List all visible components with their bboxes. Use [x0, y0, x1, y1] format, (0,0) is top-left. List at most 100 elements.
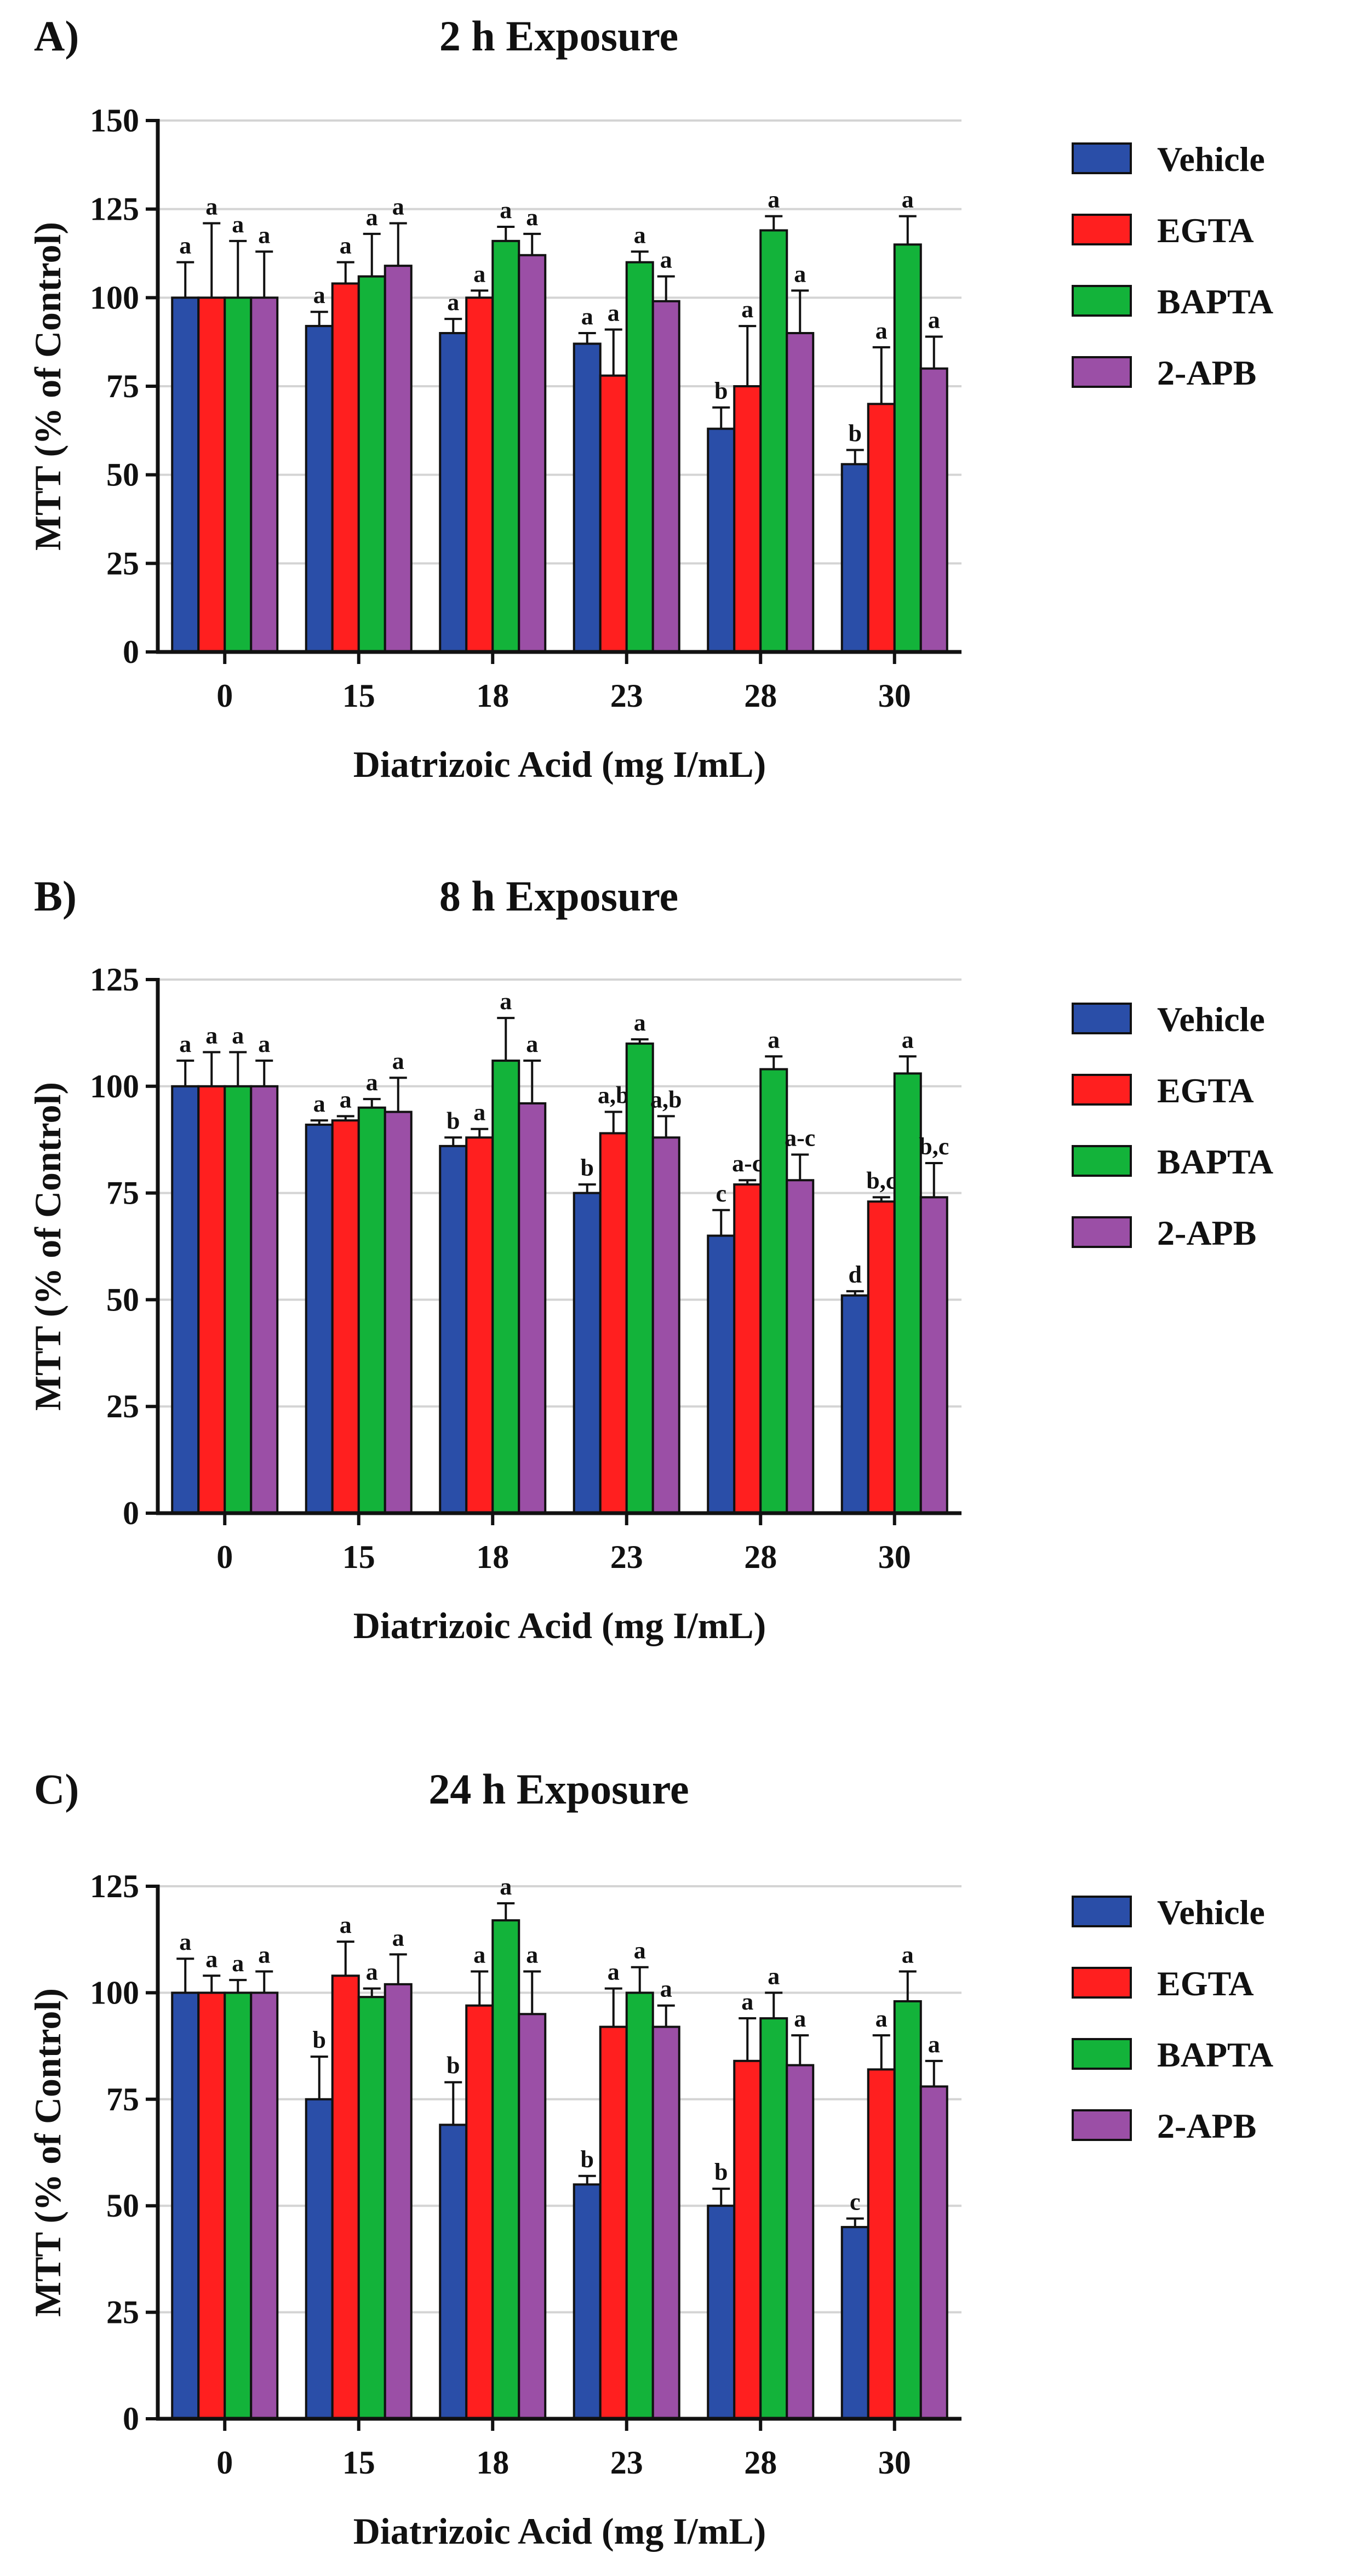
- y-axis-label: MTT (% of Control): [27, 1988, 68, 2317]
- bar-egta-0: [197, 1085, 226, 1515]
- significance-label: a: [205, 1022, 218, 1049]
- legend-swatch: [1072, 142, 1132, 174]
- y-tick-label: 0: [123, 1495, 139, 1531]
- y-tick-label: 25: [106, 2294, 139, 2331]
- significance-label: b: [447, 2052, 460, 2079]
- significance-label: a: [902, 1942, 914, 1968]
- y-tick-label: 75: [106, 1175, 139, 1211]
- legend-swatch: [1072, 1145, 1132, 1177]
- y-tick-label: 125: [90, 191, 139, 227]
- significance-label: c: [716, 1180, 726, 1207]
- chart-title: 8 h Exposure: [439, 872, 678, 920]
- bar-vehicle-15: [305, 325, 334, 653]
- significance-label: b: [714, 2159, 728, 2185]
- y-tick-label: 50: [106, 2188, 139, 2224]
- bar-egta-23: [599, 374, 628, 653]
- bar-2-apb-0: [250, 296, 279, 653]
- panel-label: C): [34, 1765, 79, 1813]
- bar-bapta-18: [491, 1919, 520, 2420]
- legend-swatch: [1072, 1003, 1132, 1034]
- bar-egta-28: [733, 2059, 762, 2420]
- bar-2-apb-18: [518, 1102, 547, 1514]
- significance-label: a: [581, 303, 593, 330]
- significance-label: a: [500, 988, 512, 1015]
- significance-label: a: [340, 1086, 352, 1113]
- legend-swatch: [1072, 1216, 1132, 1248]
- legend-swatch: [1072, 214, 1132, 245]
- significance-label: b: [313, 2027, 326, 2053]
- significance-label: a: [768, 186, 780, 213]
- significance-label: a: [392, 1047, 404, 1074]
- x-tick-label: 15: [342, 2445, 375, 2481]
- significance-label: a-c: [785, 1124, 815, 1151]
- significance-label: a: [875, 2005, 888, 2032]
- legend-label: BAPTA: [1157, 1142, 1273, 1181]
- bar-2-apb-28: [786, 1179, 815, 1515]
- bar-vehicle-30: [840, 1294, 869, 1514]
- significance-label: a: [258, 221, 270, 248]
- bar-2-apb-23: [651, 1136, 680, 1514]
- bar-2-apb-15: [384, 1110, 413, 1514]
- bar-bapta-30: [893, 243, 922, 654]
- bar-egta-30: [867, 403, 896, 653]
- bar-bapta-28: [759, 1068, 788, 1514]
- significance-label: a: [340, 232, 352, 259]
- bar-bapta-23: [625, 1042, 654, 1514]
- bar-vehicle-23: [573, 1192, 602, 1515]
- legend-swatch: [1072, 1896, 1132, 1927]
- bar-2-apb-23: [651, 300, 680, 653]
- bar-bapta-15: [357, 275, 386, 653]
- significance-label: d: [849, 1261, 862, 1288]
- y-tick-label: 125: [90, 1868, 139, 1904]
- y-tick-label: 25: [106, 1388, 139, 1424]
- panel-label: B): [34, 872, 77, 920]
- significance-label: a: [526, 204, 538, 231]
- significance-label: b: [447, 1107, 460, 1134]
- legend-label: BAPTA: [1157, 282, 1273, 321]
- significance-label: a: [313, 1090, 325, 1117]
- bar-egta-15: [331, 1119, 360, 1514]
- bar-bapta-23: [625, 261, 654, 653]
- x-axis-label: Diatrizoic Acid (mg I/mL): [353, 2510, 766, 2552]
- significance-label: a: [500, 1873, 512, 1900]
- y-tick-label: 100: [90, 279, 139, 316]
- bar-vehicle-15: [305, 2098, 334, 2420]
- bar-bapta-15: [357, 1106, 386, 1514]
- significance-label: b: [581, 1154, 594, 1181]
- x-tick-label: 28: [744, 2445, 777, 2481]
- bar-egta-28: [733, 385, 762, 653]
- bar-vehicle-18: [439, 332, 468, 653]
- significance-label: a: [392, 1924, 404, 1951]
- bar-vehicle-23: [573, 2183, 602, 2420]
- legend-swatch: [1072, 2109, 1132, 2141]
- x-tick-label: 0: [216, 1539, 233, 1575]
- y-tick-label: 0: [123, 2401, 139, 2437]
- significance-label: a: [875, 317, 888, 344]
- legend-swatch: [1072, 356, 1132, 388]
- bar-egta-0: [197, 1991, 226, 2420]
- significance-label: a: [366, 204, 378, 231]
- bar-vehicle-28: [707, 2205, 736, 2420]
- bar-egta-23: [599, 2025, 628, 2420]
- y-tick-label: 125: [90, 961, 139, 998]
- x-tick-label: 18: [476, 1539, 509, 1575]
- significance-label: a: [179, 1928, 191, 1955]
- legend-label: EGTA: [1157, 1071, 1254, 1110]
- legend-label: EGTA: [1157, 1964, 1254, 2003]
- bar-bapta-30: [893, 2000, 922, 2420]
- legend-label: 2-APB: [1157, 353, 1256, 392]
- bar-2-apb-18: [518, 2013, 547, 2420]
- bar-bapta-30: [893, 1072, 922, 1514]
- x-tick-label: 18: [476, 678, 509, 714]
- x-tick-label: 30: [878, 1539, 911, 1575]
- significance-label: a: [232, 1950, 244, 1977]
- bar-vehicle-30: [840, 2226, 869, 2420]
- significance-label: a: [205, 1945, 218, 1972]
- bar-bapta-18: [491, 1060, 520, 1514]
- y-axis-label: MTT (% of Control): [27, 1082, 68, 1411]
- significance-label: a: [473, 1942, 485, 1968]
- significance-label: a: [232, 211, 244, 238]
- chart-title: 24 h Exposure: [428, 1765, 689, 1813]
